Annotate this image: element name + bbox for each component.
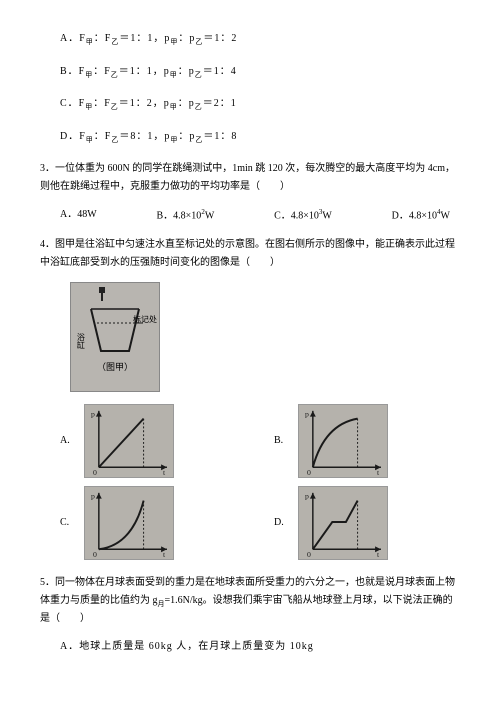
q4-option-d-label: D.	[274, 514, 298, 532]
q4-option-c-label: C.	[60, 514, 84, 532]
question-5: 5．同一物体在月球表面受到的重力是在地球表面所受重力的六分之一，也就是说月球表面…	[40, 574, 460, 629]
option-text: C．F甲：F乙＝1：2，p甲：p乙＝2：1	[60, 98, 237, 109]
graph-d: p t 0	[298, 486, 388, 560]
q4-row-cd: C. p t 0 D. p	[40, 486, 460, 568]
svg-text:p: p	[305, 491, 309, 500]
faucet-icon	[97, 287, 107, 301]
svg-text:0: 0	[307, 550, 311, 559]
question-text: 同一物体在月球表面受到的重力是在地球表面所受重力的六分之一，也就是说月球表面上物…	[40, 577, 455, 625]
q2-options: A．F甲：F乙＝1：1，p甲：p乙＝1：2 B．F甲：F乙＝1：1，p甲：p乙＝…	[40, 30, 460, 146]
svg-text:t: t	[377, 468, 380, 477]
figure-jia-container: 浴缸 标记处 （图甲）	[40, 282, 460, 392]
q2-option-c: C．F甲：F乙＝1：2，p甲：p乙＝2：1	[40, 95, 460, 114]
q4-option-a-label: A.	[60, 432, 84, 450]
graph-a: p t 0	[84, 404, 174, 478]
q3-option-a: A．48W	[60, 206, 97, 225]
q2-option-b: B．F甲：F乙＝1：1，p甲：p乙＝1：4	[40, 63, 460, 82]
question-3: 3．一位体重为 600N 的同学在跳绳测试中，1min 跳 120 次，每次腾空…	[40, 160, 460, 196]
svg-text:0: 0	[93, 468, 97, 477]
question-number: 4．	[40, 239, 55, 250]
q2-option-a: A．F甲：F乙＝1：1，p甲：p乙＝1：2	[40, 30, 460, 49]
graph-c: p t 0	[84, 486, 174, 560]
svg-text:t: t	[163, 468, 166, 477]
svg-text:p: p	[91, 409, 95, 418]
q3-option-d: D．4.8×104W	[392, 206, 450, 225]
q5-option-a: A．地球上质量是 60kg 人，在月球上质量变为 10kg	[40, 638, 460, 656]
svg-text:p: p	[91, 491, 95, 500]
question-number: 3．	[40, 163, 55, 174]
q3-option-b: B．4.8×102W	[157, 206, 215, 225]
question-number: 5．	[40, 577, 55, 588]
svg-text:0: 0	[93, 550, 97, 559]
q2-option-d: D．F甲：F乙＝8：1，p甲：p乙＝1：8	[40, 128, 460, 147]
question-text: 图甲是往浴缸中匀速注水直至标记处的示意图。在图右侧所示的图像中，能正确表示此过程…	[40, 239, 455, 268]
option-text: B．F甲：F乙＝1：1，p甲：p乙＝1：4	[60, 66, 237, 77]
svg-text:t: t	[163, 550, 166, 559]
option-text: 地球上质量是 60kg 人，在月球上质量变为 10kg	[79, 641, 314, 652]
graph-b: p t 0	[298, 404, 388, 478]
mark-label: 标记处	[133, 313, 157, 327]
question-text: 一位体重为 600N 的同学在跳绳测试中，1min 跳 120 次，每次腾空的最…	[40, 163, 455, 192]
q3-options: A．48W B．4.8×102W C．4.8×103W D．4.8×104W	[40, 206, 460, 225]
svg-text:p: p	[305, 409, 309, 418]
option-text: A．F甲：F乙＝1：1，p甲：p乙＝1：2	[60, 33, 237, 44]
q4-option-b-label: B.	[274, 432, 298, 450]
svg-text:t: t	[377, 550, 380, 559]
option-text: D．F甲：F乙＝8：1，p甲：p乙＝1：8	[60, 131, 237, 142]
q3-option-c: C．4.8×103W	[274, 206, 332, 225]
svg-text:0: 0	[307, 468, 311, 477]
question-4: 4．图甲是往浴缸中匀速注水直至标记处的示意图。在图右侧所示的图像中，能正确表示此…	[40, 236, 460, 272]
figure-jia: 浴缸 标记处 （图甲）	[70, 282, 160, 392]
figure-caption: （图甲）	[97, 359, 133, 375]
q4-row-ab: A. p t 0 B. p	[40, 404, 460, 486]
bathtub-label: 浴缸	[73, 333, 87, 349]
